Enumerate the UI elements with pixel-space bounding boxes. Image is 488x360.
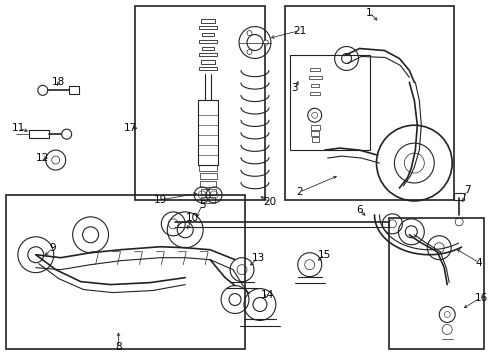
Bar [200,173,217,179]
Bar [202,46,214,50]
Bar [388,218,483,349]
Bar [199,67,217,71]
Text: 11: 11 [12,123,25,133]
Bar [135,6,264,200]
Bar [200,181,216,186]
Bar [29,130,49,138]
Bar [68,86,79,94]
Text: 10: 10 [185,213,198,223]
Bar [311,137,318,142]
Bar [308,76,321,80]
Bar [198,100,218,165]
Text: 5: 5 [199,200,205,210]
Bar [201,19,215,23]
Text: 18: 18 [52,77,65,87]
Bar [284,6,453,200]
Bar [201,197,215,203]
Bar [199,40,217,42]
Text: 1: 1 [366,8,372,18]
Bar [453,193,463,200]
Text: 7: 7 [463,185,469,195]
Text: 8: 8 [115,342,122,352]
Circle shape [246,31,251,36]
Text: 13: 13 [251,253,264,263]
Bar [310,84,318,87]
Text: 19: 19 [153,195,166,205]
Text: 12: 12 [36,153,49,163]
Text: 14: 14 [261,289,274,300]
Bar [309,92,319,95]
Text: 15: 15 [317,250,331,260]
Bar [199,54,217,57]
Bar [309,68,319,71]
Bar [202,32,214,36]
Text: 3: 3 [291,84,298,93]
Text: 20: 20 [263,197,276,207]
Bar [6,195,244,349]
Text: 6: 6 [355,205,362,215]
Text: 21: 21 [292,26,306,36]
Bar [201,60,215,64]
Circle shape [246,50,251,54]
Circle shape [263,40,268,45]
Bar [201,189,216,194]
Text: 9: 9 [49,243,56,253]
Bar [310,131,318,136]
Bar [289,55,369,150]
Text: 4: 4 [475,258,481,268]
Text: 2: 2 [296,187,303,197]
Bar [199,26,217,28]
Bar [310,125,319,130]
Text: 17: 17 [123,123,137,133]
Text: 16: 16 [473,293,487,302]
Bar [199,165,217,171]
